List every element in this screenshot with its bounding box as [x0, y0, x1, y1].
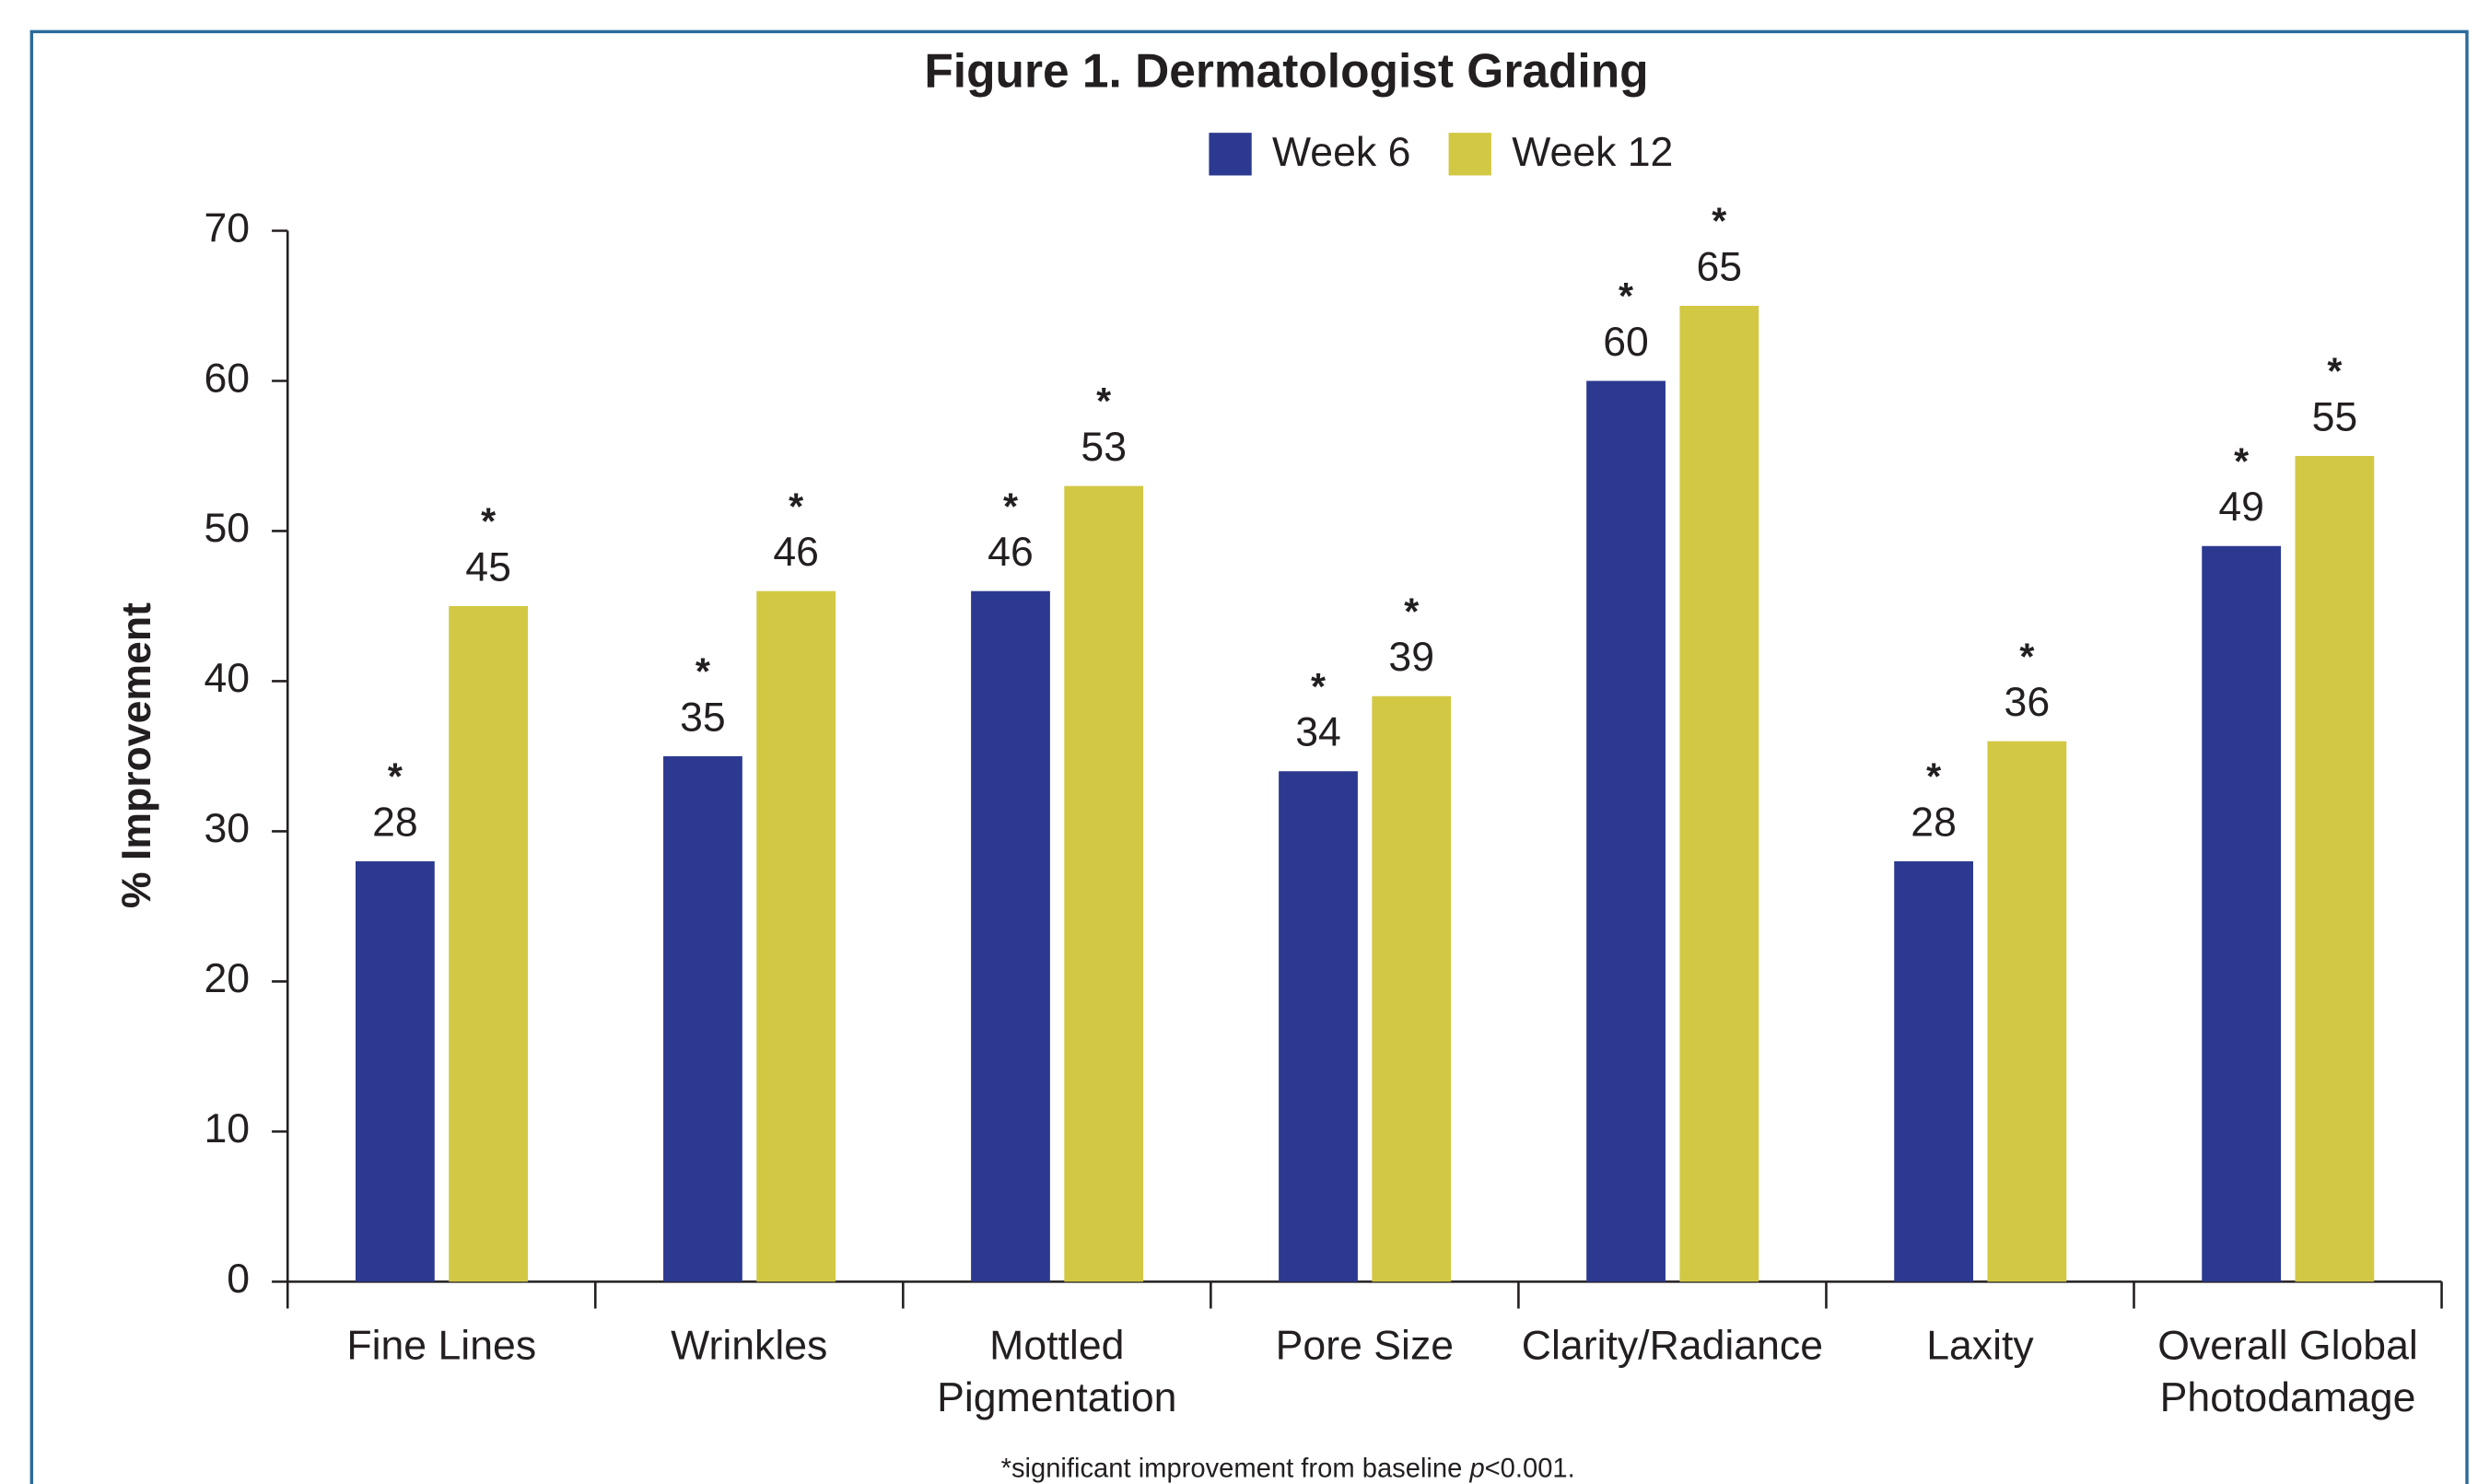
x-tick-label-box: Fine Lines [346, 1321, 537, 1369]
x-tick-label-box: Overall Global Photodamage [2157, 1321, 2418, 1421]
data-label: 28 [372, 800, 418, 845]
data-label: 35 [680, 695, 726, 740]
bar [1279, 771, 1358, 1282]
y-axis-label: % Improvement [114, 602, 159, 908]
significance-marker: * [1712, 200, 1726, 242]
y-tick-label: 0 [227, 1256, 250, 1302]
x-tick-label-box: Wrinkles [671, 1321, 828, 1369]
legend-swatch [1448, 133, 1491, 176]
data-label: 49 [2218, 485, 2264, 530]
x-tick-label-box: Pore Size [1275, 1321, 1455, 1369]
x-tick-label-box: Mottled Pigmentation [937, 1321, 1177, 1421]
data-label: 34 [1295, 710, 1341, 755]
x-tick-label: Wrinkles [671, 1321, 828, 1369]
bar [1987, 741, 2067, 1282]
x-tick-label: Pore Size [1275, 1321, 1455, 1369]
bar [1894, 861, 1974, 1282]
significance-marker: * [789, 485, 803, 527]
y-tick-label: 20 [204, 956, 250, 1001]
significance-marker: * [1003, 485, 1018, 527]
bar [756, 590, 836, 1282]
x-tick-label: Laxity [1926, 1321, 2034, 1369]
bar [2202, 545, 2282, 1282]
data-label: 65 [1696, 244, 1742, 289]
x-tick-label-box: Laxity [1926, 1321, 2034, 1369]
y-tick-label: 60 [204, 356, 250, 401]
y-tick-label: 30 [204, 806, 250, 851]
bar [1372, 695, 1452, 1282]
x-tick-label-box: Clarity/Radiance [1521, 1321, 1824, 1369]
chart-title: Figure 1. Dermatologist Grading [924, 43, 1648, 97]
frame [29, 29, 2469, 1484]
bar [663, 755, 742, 1282]
bar [1064, 485, 1144, 1282]
legend-label: Week 6 [1272, 130, 1410, 175]
footnote-italic: p [1468, 1454, 1484, 1483]
data-label: 45 [465, 544, 511, 590]
legend-label: Week 12 [1512, 130, 1673, 175]
bar [1679, 306, 1759, 1282]
significance-marker: * [2019, 635, 2034, 677]
data-label: 46 [773, 530, 819, 575]
data-label: 36 [2005, 680, 2051, 725]
significance-marker: * [481, 500, 496, 543]
bar [971, 590, 1050, 1282]
footnote-text: <0.001. [1485, 1454, 1575, 1483]
y-tick-label: 40 [204, 656, 250, 701]
x-tick-label: Fine Lines [346, 1321, 537, 1369]
significance-marker: * [2234, 439, 2249, 482]
significance-marker: * [1404, 590, 1419, 632]
footnote-text: *significant improvement from baseline [1001, 1454, 1470, 1483]
y-tick-label: 50 [204, 506, 250, 551]
footnote: *significant improvement from baseline p… [1001, 1454, 1575, 1483]
significance-marker: * [1311, 665, 1326, 707]
significance-marker: * [1096, 380, 1111, 422]
bar [2295, 455, 2375, 1282]
bar [1586, 380, 1666, 1282]
data-label: 60 [1603, 320, 1649, 365]
data-label: 39 [1388, 635, 1434, 680]
x-tick-label: Clarity/Radiance [1521, 1321, 1824, 1369]
y-tick-label: 70 [204, 205, 250, 251]
legend-swatch [1209, 133, 1252, 176]
data-label: 28 [1911, 800, 1957, 845]
significance-marker: * [2327, 350, 2342, 392]
x-tick-label: Overall Global Photodamage [2157, 1321, 2418, 1421]
bar [449, 605, 528, 1282]
significance-marker: * [388, 755, 403, 798]
y-tick-label: 10 [204, 1106, 250, 1151]
x-tick-label: Mottled Pigmentation [937, 1321, 1177, 1421]
data-label: 55 [2312, 394, 2358, 439]
significance-marker: * [695, 650, 710, 693]
significance-marker: * [1926, 755, 1941, 798]
bar [356, 861, 435, 1282]
data-label: 46 [988, 530, 1034, 575]
data-label: 53 [1081, 425, 1127, 470]
significance-marker: * [1619, 275, 1633, 317]
